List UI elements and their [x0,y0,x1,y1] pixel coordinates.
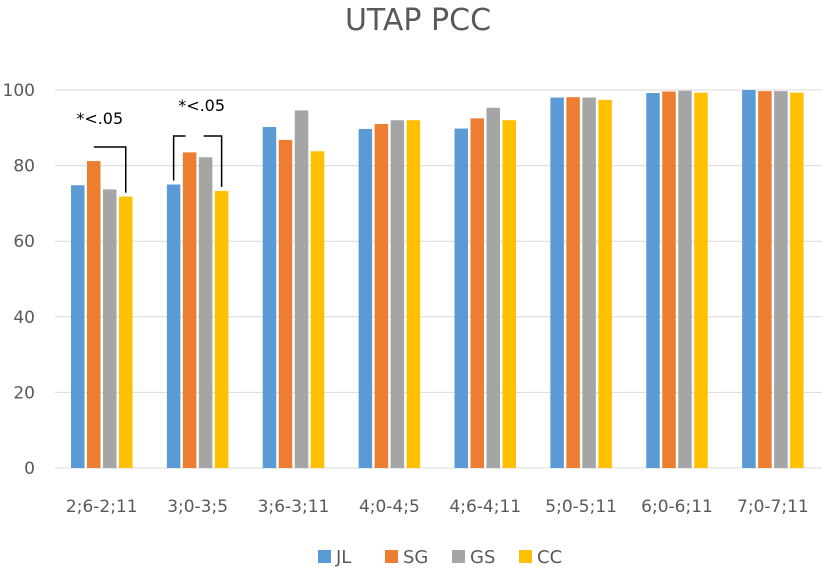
bar-sg-6 [662,91,676,469]
legend-swatch-gs [452,550,465,563]
bar-sg-3 [374,124,389,469]
x-tick-label: 4;6-4;11 [449,497,521,517]
y-tick-label: 80 [13,157,35,177]
legend-label-cc: CC [537,547,562,568]
bar-cc-5 [598,99,612,468]
bar-gs-3 [390,120,405,469]
bar-cc-6 [694,92,708,469]
bar-sg-0 [87,161,101,468]
significance-label: *<.05 [178,96,225,115]
bar-gs-7 [774,91,788,468]
x-axis: 2;6-2;11 3;0-3;5 3;6-3;11 4;0-4;5 4;6-4;11 5;… [66,497,809,517]
bar-sg-1 [182,152,197,468]
annotations: *<.05 *<.05 [76,96,225,193]
y-tick-label: 20 [13,383,35,403]
x-tick-label: 6;0-6;11 [641,497,713,517]
legend-label-jl: JL [335,547,351,568]
bar-cc-2 [310,151,325,468]
bars [71,90,804,469]
bar-sg-4 [470,118,484,468]
bar-sg-7 [758,91,772,468]
bar-jl-2 [262,127,277,468]
x-tick-label: 7;0-7;11 [737,497,809,517]
legend-swatch-cc [519,550,532,563]
bar-gs-2 [294,110,309,469]
bar-gs-5 [582,97,596,468]
y-axis: 0 20 40 60 80 100 [3,81,35,479]
bar-cc-4 [502,120,516,469]
x-tick-label: 3;6-3;11 [258,497,330,517]
bar-jl-3 [358,128,373,468]
gridlines [55,89,822,469]
x-tick-label: 4;0-4;5 [359,497,420,517]
bar-jl-0 [71,185,85,469]
bar-cc-3 [406,120,421,469]
y-tick-label: 40 [13,308,35,328]
bar-cc-0 [119,196,133,468]
legend-swatch-sg [385,550,398,563]
bar-cc-1 [214,190,229,468]
bar-jl-6 [646,93,660,469]
y-tick-label: 0 [24,459,35,479]
bar-cc-7 [790,92,804,469]
bar-jl-4 [454,128,468,468]
bar-gs-1 [198,157,213,468]
bar-sg-5 [566,97,580,468]
significance-label: *<.05 [76,109,123,128]
y-tick-label: 60 [13,232,35,252]
bar-jl-5 [550,97,564,468]
bar-gs-4 [486,107,500,469]
x-tick-label: 3;0-3;5 [167,497,228,517]
bar-sg-2 [278,139,293,468]
chart-title: UTAP PCC [345,3,491,38]
x-tick-label: 2;6-2;11 [66,497,138,517]
bar-jl-1 [166,184,181,468]
x-tick-label: 5;0-5;11 [545,497,617,517]
bar-jl-7 [742,90,756,468]
y-tick-label: 100 [3,81,35,101]
legend: JL SG GS CC [318,547,562,568]
significance-bracket [93,146,127,193]
legend-swatch-jl [318,550,331,563]
bar-gs-6 [678,90,692,469]
legend-label-sg: SG [403,547,428,568]
significance-bracket [172,135,223,187]
bar-gs-0 [103,189,117,468]
legend-label-gs: GS [470,547,495,568]
